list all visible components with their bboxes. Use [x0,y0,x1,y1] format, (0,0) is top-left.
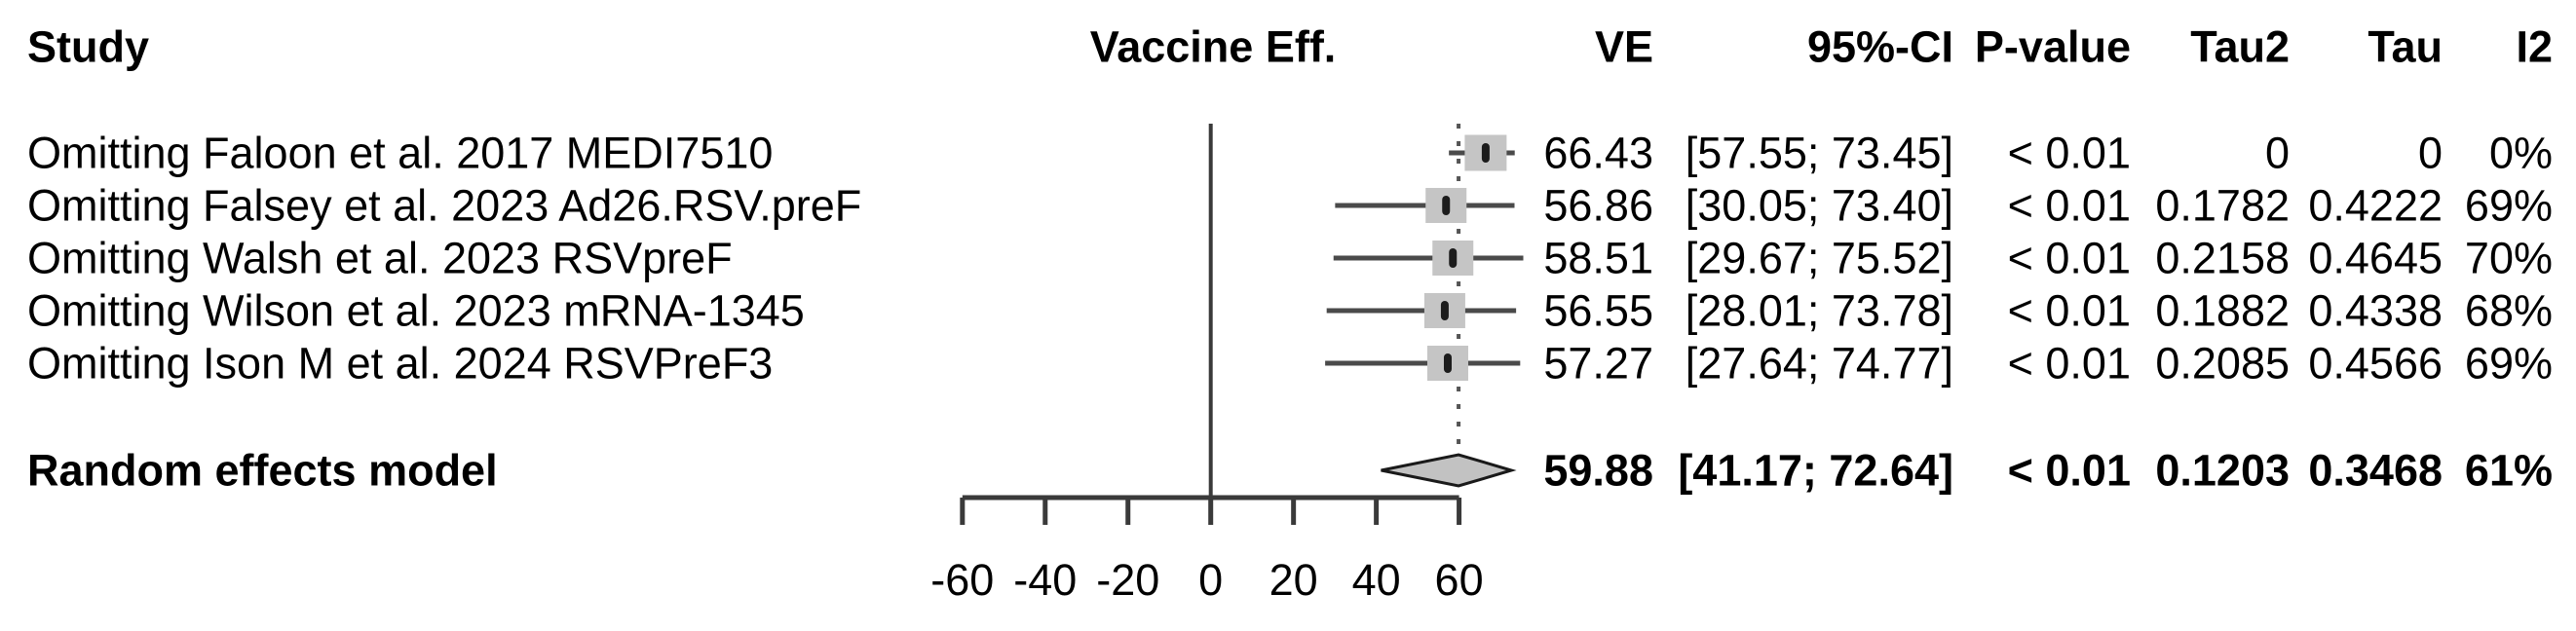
cell-ve: 66.43 [1543,128,1653,178]
cell-ci: [30.05; 73.40] [1685,180,1953,231]
cell-ve: 56.55 [1543,285,1653,336]
column-header-i2: I2 [2516,21,2553,72]
study-label: Omitting Falsey et al. 2023 Ad26.RSV.pre… [27,180,862,231]
cell-ve: 56.86 [1543,180,1653,231]
column-header-effect: Vaccine Eff. [1089,21,1337,72]
estimate-tick [1481,143,1490,163]
column-header-tau2: Tau2 [2190,21,2290,72]
cell-tau2: 0.1882 [2155,285,2290,336]
cell-p_value: < 0.01 [2007,128,2131,178]
axis-tick-label: 40 [1352,555,1401,605]
cell-ci: [57.55; 73.45] [1685,128,1953,178]
estimate-tick [1449,248,1458,268]
column-header-ci: 95%-CI [1806,21,1953,72]
cell-tau2: 0.1782 [2155,180,2290,231]
cell-tau: 0.4566 [2308,338,2443,389]
column-header-study: Study [27,21,150,72]
cell-tau: 0.4338 [2308,285,2443,336]
axis-tick-label: -60 [930,555,994,605]
summary-diamond [1381,453,1517,488]
cell-ci: [41.17; 72.64] [1678,445,1953,496]
cell-i2: 61% [2464,445,2553,496]
axis-tick-label: 0 [1198,555,1223,605]
cell-p_value: < 0.01 [2007,285,2131,336]
column-header-tau: Tau [2368,21,2443,72]
axis-tick-label: 20 [1269,555,1318,605]
axis-tick-label: 60 [1435,555,1484,605]
column-header-pvalue: P-value [1974,21,2131,72]
cell-tau: 0.3468 [2308,445,2443,496]
cell-ci: [27.64; 74.77] [1685,338,1953,389]
cell-ve: 58.51 [1543,233,1653,283]
cell-ve: 57.27 [1543,338,1653,389]
cell-ci: [28.01; 73.78] [1685,285,1953,336]
cell-ve: 59.88 [1543,445,1653,496]
cell-tau2: 0 [2264,128,2290,178]
estimate-tick [1440,301,1449,320]
study-label: Omitting Ison M et al. 2024 RSVPreF3 [27,338,774,389]
cell-i2: 69% [2464,180,2553,231]
cell-p_value: < 0.01 [2007,233,2131,283]
cell-tau: 0.4645 [2308,233,2443,283]
cell-i2: 68% [2464,285,2553,336]
cell-tau: 0.4222 [2308,180,2443,231]
cell-i2: 0% [2488,128,2553,178]
estimate-tick [1442,196,1451,215]
study-label: Omitting Wilson et al. 2023 mRNA-1345 [27,285,805,336]
cell-tau2: 0.1203 [2155,445,2290,496]
cell-ci: [29.67; 75.52] [1685,233,1953,283]
cell-i2: 70% [2464,233,2553,283]
summary-label: Random effects model [27,445,498,496]
cell-tau2: 0.2158 [2155,233,2290,283]
cell-p_value: < 0.01 [2007,180,2131,231]
cell-i2: 69% [2464,338,2553,389]
cell-p_value: < 0.01 [2007,338,2131,389]
axis-tick-label: -40 [1013,555,1077,605]
axis-tick-label: -20 [1096,555,1159,605]
cell-p_value: < 0.01 [2007,445,2131,496]
study-label: Omitting Faloon et al. 2017 MEDI7510 [27,128,774,178]
estimate-tick [1443,353,1452,373]
column-header-ve: VE [1594,21,1653,72]
study-label: Omitting Walsh et al. 2023 RSVpreF [27,233,733,283]
cell-tau2: 0.2085 [2155,338,2290,389]
cell-tau: 0 [2417,128,2443,178]
